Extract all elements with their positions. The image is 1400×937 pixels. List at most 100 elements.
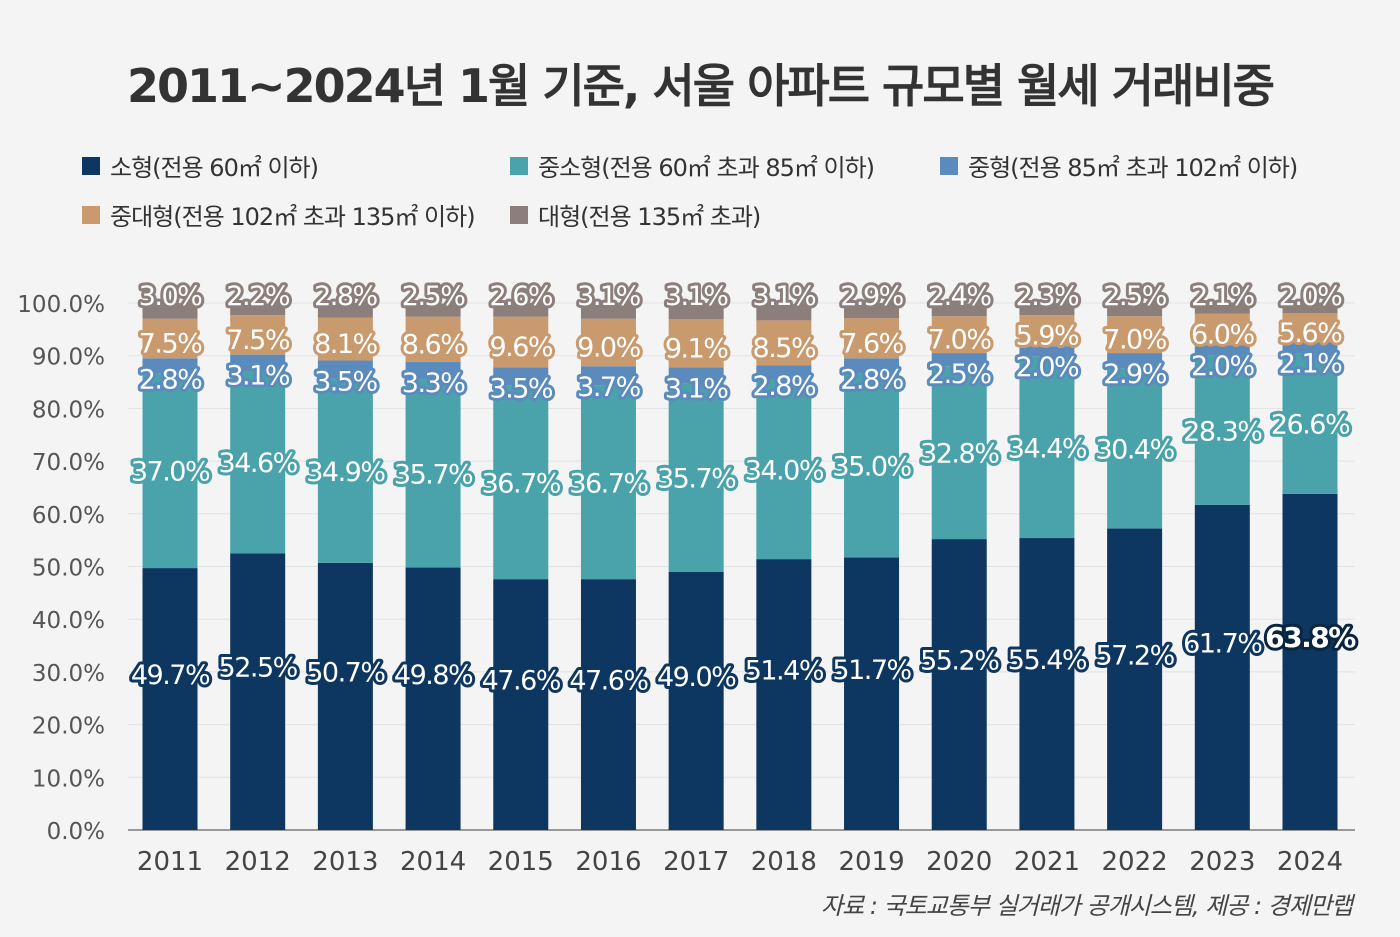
x-tick-label: 2011	[137, 847, 203, 877]
source-note: 자료 : 국토교통부 실거래가 공개시스템, 제공 : 경제만랩	[821, 892, 1353, 920]
data-label: 2.9%	[840, 281, 903, 312]
bar-segment	[1282, 493, 1338, 830]
data-label: 2.1%	[1279, 349, 1342, 380]
x-tick-label: 2021	[1014, 847, 1080, 877]
data-label: 2.1%	[1191, 281, 1254, 312]
data-label: 35.7%	[394, 459, 473, 490]
bar-segment	[493, 367, 549, 386]
bar-segment	[1282, 353, 1338, 494]
bar-segment	[1019, 356, 1075, 539]
legend-swatch	[510, 205, 528, 224]
data-label: 8.5%	[753, 333, 816, 364]
bar-segment	[931, 353, 987, 367]
bar-segment	[931, 366, 987, 540]
bar-segment	[931, 303, 987, 317]
x-tick-label: 2020	[926, 847, 992, 877]
bar-segment	[844, 373, 900, 558]
data-label: 9.6%	[489, 332, 552, 363]
bar-segment	[230, 354, 286, 371]
data-label: 30.4%	[1095, 434, 1174, 465]
data-label: 2.9%	[1103, 359, 1166, 390]
y-tick-label: 70.0%	[32, 450, 105, 476]
bar-segment	[1282, 302, 1338, 314]
bar-segment	[668, 303, 724, 320]
legend-label: 소형(전용 60㎡ 이하)	[110, 154, 319, 182]
data-label: 36.7%	[482, 468, 561, 499]
x-tick-label: 2012	[225, 847, 291, 877]
y-tick-label: 50.0%	[32, 556, 105, 582]
bar-segment	[1194, 302, 1250, 314]
data-label: 3.1%	[665, 373, 728, 404]
bar-segment	[1282, 342, 1338, 354]
bar-segment	[580, 385, 636, 580]
data-label: 61.7%	[1183, 628, 1262, 659]
data-label: 3.0%	[139, 281, 202, 312]
bar-segment	[405, 362, 461, 380]
data-label: 7.0%	[928, 325, 991, 356]
bar-segment	[493, 579, 549, 830]
data-label: 7.0%	[1103, 325, 1166, 356]
bar-segment	[230, 370, 286, 554]
data-label: 6.0%	[1191, 319, 1254, 350]
bar-segment	[317, 317, 373, 361]
bar-segment	[405, 567, 461, 830]
legend-swatch	[82, 156, 100, 175]
data-label: 26.6%	[1271, 410, 1350, 441]
bar-segment	[1194, 355, 1250, 505]
x-tick-label: 2023	[1189, 847, 1255, 877]
bar-segment	[756, 365, 812, 380]
data-label: 3.1%	[753, 281, 816, 312]
data-label: 2.5%	[1103, 281, 1166, 312]
bar-segment	[493, 316, 549, 368]
legend-swatch	[940, 156, 958, 175]
bar-segment	[1019, 315, 1075, 347]
legend-item-mid-large: 중대형(전용 102㎡ 초과 135㎡ 이하)	[82, 197, 476, 232]
x-tick-label: 2019	[838, 847, 904, 877]
data-label: 63.8%	[1265, 621, 1356, 654]
legend-label: 중형(전용 85㎡ 초과 102㎡ 이하)	[968, 154, 1298, 182]
data-label: 32.8%	[920, 439, 999, 470]
bar-segment	[844, 303, 900, 319]
data-label: 2.0%	[1191, 351, 1254, 382]
bar-segment	[142, 358, 198, 374]
bar-segment	[668, 571, 724, 830]
bar-segment	[1194, 345, 1250, 356]
x-tick-label: 2014	[400, 847, 466, 877]
legend-item-mid: 중형(전용 85㎡ 초과 102㎡ 이하)	[940, 148, 1298, 183]
data-label: 3.1%	[665, 281, 728, 312]
y-tick-label: 20.0%	[32, 714, 105, 740]
data-label: 35.0%	[832, 451, 911, 482]
bar-segment	[844, 557, 900, 830]
bar-segment	[1107, 303, 1163, 317]
bar-segment	[844, 358, 900, 374]
bar-segment	[756, 304, 812, 321]
bar-segment	[142, 318, 198, 359]
bar-segment	[405, 379, 461, 568]
bar-segment	[931, 316, 987, 354]
bar-segment	[493, 385, 549, 580]
bar-segment	[931, 539, 987, 830]
data-label: 34.6%	[219, 448, 298, 479]
data-label: 2.2%	[226, 281, 289, 312]
data-label: 55.2%	[920, 646, 999, 677]
data-label: 49.8%	[394, 660, 473, 691]
data-label: 9.0%	[577, 333, 640, 364]
data-label: 34.9%	[306, 457, 385, 488]
data-label: 51.4%	[745, 656, 824, 687]
bar-segment	[1019, 303, 1075, 316]
x-tick-label: 2022	[1102, 847, 1168, 877]
data-label: 3.5%	[314, 366, 377, 397]
data-label: 50.7%	[306, 657, 385, 688]
bar-segment	[756, 320, 812, 366]
data-label: 55.4%	[1008, 645, 1087, 676]
x-tick-label: 2024	[1277, 847, 1343, 877]
bar-segment	[1194, 504, 1250, 830]
bar-segment	[405, 316, 461, 363]
bar-segment	[580, 366, 636, 386]
bar-segment	[317, 378, 373, 563]
bar-segment	[580, 302, 636, 319]
bar-segment	[142, 568, 198, 830]
bar-segment	[1107, 368, 1163, 529]
data-label: 49.7%	[131, 660, 210, 691]
